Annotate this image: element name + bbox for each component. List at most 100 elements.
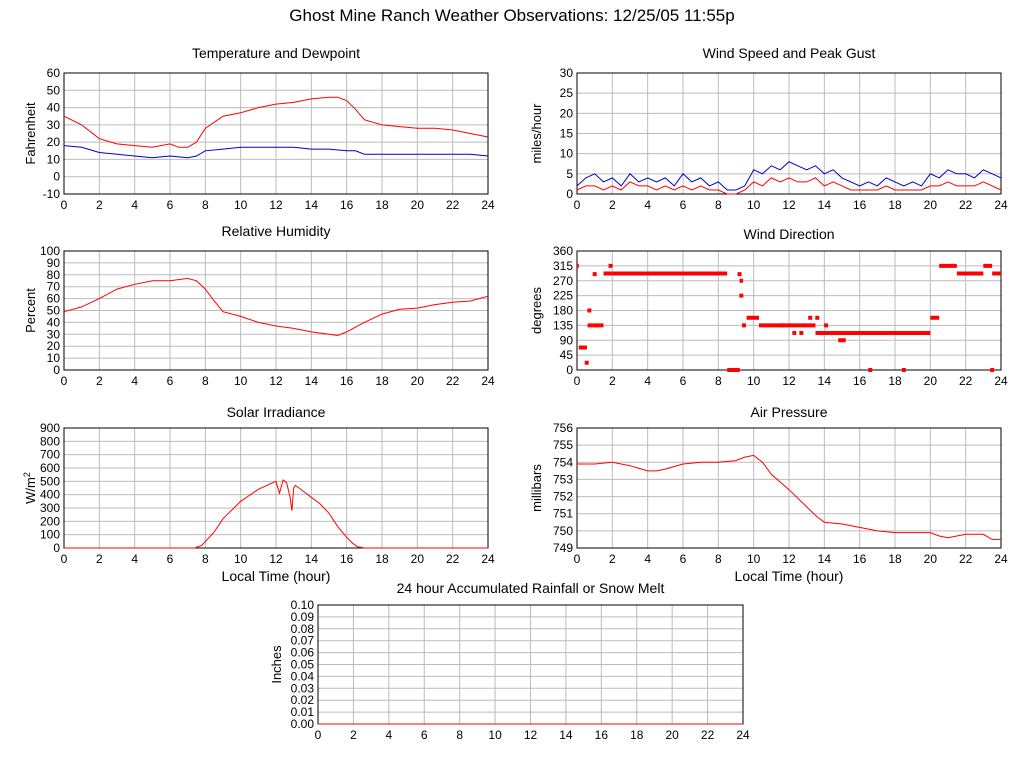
wind-speed-x-tick: 0: [574, 198, 581, 212]
wind-speed-x-tick: 24: [994, 198, 1008, 212]
rainfall-y-tick: 0.01: [291, 705, 315, 719]
temperature-plot-frame: [63, 72, 489, 195]
wind-speed-y-tick: 10: [560, 147, 574, 161]
pressure-x-tick: 20: [924, 552, 938, 566]
wind-direction-title: Wind Direction: [743, 226, 834, 242]
humidity-x-tick: 8: [202, 374, 209, 388]
rainfall-x-tick: 20: [665, 728, 679, 742]
rainfall-x-tick: 8: [456, 728, 463, 742]
humidity-y-tick: 50: [47, 304, 61, 318]
temperature-grid: [64, 73, 488, 194]
rainfall-y-tick: 0.10: [291, 598, 315, 612]
rainfall-y-tick: 0.09: [291, 610, 315, 624]
wind-direction-point: [824, 323, 829, 328]
rainfall-x-tick: 2: [350, 728, 357, 742]
humidity-x-tick: 0: [61, 374, 68, 388]
humidity-y-tick: 100: [40, 244, 60, 258]
wind-direction-x-tick: 14: [818, 374, 832, 388]
temperature-series-line: [63, 96, 489, 148]
rainfall-x-tick: 14: [559, 728, 573, 742]
solar-y-tick: 500: [40, 474, 60, 488]
pressure-x-tick: 8: [715, 552, 722, 566]
pressure-x-tick: 6: [680, 552, 687, 566]
humidity-y-tick: 60: [47, 292, 61, 306]
humidity-y-label: Percent: [23, 288, 38, 333]
temperature-x-tick: 2: [96, 198, 103, 212]
temperature-x-tick: 16: [340, 198, 354, 212]
pressure-x-tick: 22: [959, 552, 973, 566]
humidity-series-line: [63, 277, 489, 337]
pressure-plot-frame: [576, 427, 1002, 549]
temperature-x-tick: 4: [131, 198, 138, 212]
wind-direction-x-tick: 4: [644, 374, 651, 388]
temperature-x-tick: 6: [167, 198, 174, 212]
wind-speed-y-tick: 25: [560, 86, 574, 100]
humidity-x-tick: 6: [167, 374, 174, 388]
wind-speed-y-tick: 5: [566, 167, 573, 181]
humidity-y-tick: 70: [47, 280, 61, 294]
solar-x-tick: 10: [234, 552, 248, 566]
humidity-x-tick: 18: [375, 374, 389, 388]
page-title: Ghost Mine Ranch Weather Observations: 1…: [289, 6, 735, 25]
pressure-y-tick: 756: [553, 421, 573, 435]
pressure-x-tick: 2: [609, 552, 616, 566]
wind-direction-point: [592, 272, 597, 277]
solar-x-tick: 24: [481, 552, 495, 566]
rainfall-y-tick: 0.05: [291, 658, 315, 672]
rainfall-grid: [318, 605, 743, 724]
wind-direction-y-tick: 180: [553, 304, 573, 318]
wind-speed-x-tick: 14: [818, 198, 832, 212]
pressure-y-tick: 754: [553, 455, 573, 469]
solar-y-label-sup: 2: [22, 472, 32, 477]
solar-y-tick: 900: [40, 421, 60, 435]
pressure-y-tick: 752: [553, 490, 573, 504]
wind-speed-title: Wind Speed and Peak Gust: [703, 45, 876, 61]
wind-direction-x-tick: 2: [609, 374, 616, 388]
humidity-x-tick: 12: [269, 374, 283, 388]
wind-direction-point: [735, 368, 740, 372]
rainfall-title: 24 hour Accumulated Rainfall or Snow Mel…: [397, 580, 665, 596]
humidity-x-tick: 10: [234, 374, 248, 388]
wind-direction-x-tick: 6: [680, 374, 687, 388]
solar-x-tick: 0: [61, 552, 68, 566]
solar-x-tick: 6: [167, 552, 174, 566]
solar-x-tick: 4: [131, 552, 138, 566]
wind-direction-point: [901, 368, 906, 372]
wind-direction-x-tick: 16: [853, 374, 867, 388]
humidity-x-tick: 20: [411, 374, 425, 388]
wind-direction-y-tick: 225: [553, 289, 573, 303]
rainfall-y-tick: 0.00: [291, 717, 315, 731]
wind-speed-grid: [577, 73, 1001, 194]
rainfall-x-tick: 12: [524, 728, 538, 742]
humidity-grid: [64, 251, 488, 370]
humidity-x-tick: 14: [305, 374, 319, 388]
wind-direction-x-tick: 0: [574, 374, 581, 388]
humidity-y-tick: 80: [47, 268, 61, 282]
wind-direction-point: [779, 323, 784, 328]
temperature-y-tick: 60: [47, 66, 61, 80]
wind-direction-point: [815, 315, 820, 320]
wind-direction-y-tick: 360: [553, 244, 573, 258]
temperature-x-tick: 8: [202, 198, 209, 212]
temperature-x-tick: 12: [269, 198, 283, 212]
wind-speed-x-tick: 12: [782, 198, 796, 212]
humidity-title: Relative Humidity: [222, 223, 331, 239]
wind-speed-x-tick: 22: [959, 198, 973, 212]
rainfall-x-tick: 4: [385, 728, 392, 742]
wind-direction-point: [580, 345, 585, 350]
rainfall-x-tick: 16: [595, 728, 609, 742]
temperature-title: Temperature and Dewpoint: [192, 45, 360, 61]
solar-grid: [64, 428, 488, 548]
pressure-x-tick: 18: [888, 552, 902, 566]
temperature-y-tick: 20: [47, 135, 61, 149]
temperature-x-tick: 18: [375, 198, 389, 212]
temperature-series-line: [63, 145, 489, 159]
solar-x-tick: 20: [411, 552, 425, 566]
temperature-y-tick: 30: [47, 118, 61, 132]
solar-series-line: [64, 479, 488, 549]
temperature-x-tick: 14: [305, 198, 319, 212]
humidity-x-tick: 16: [340, 374, 354, 388]
